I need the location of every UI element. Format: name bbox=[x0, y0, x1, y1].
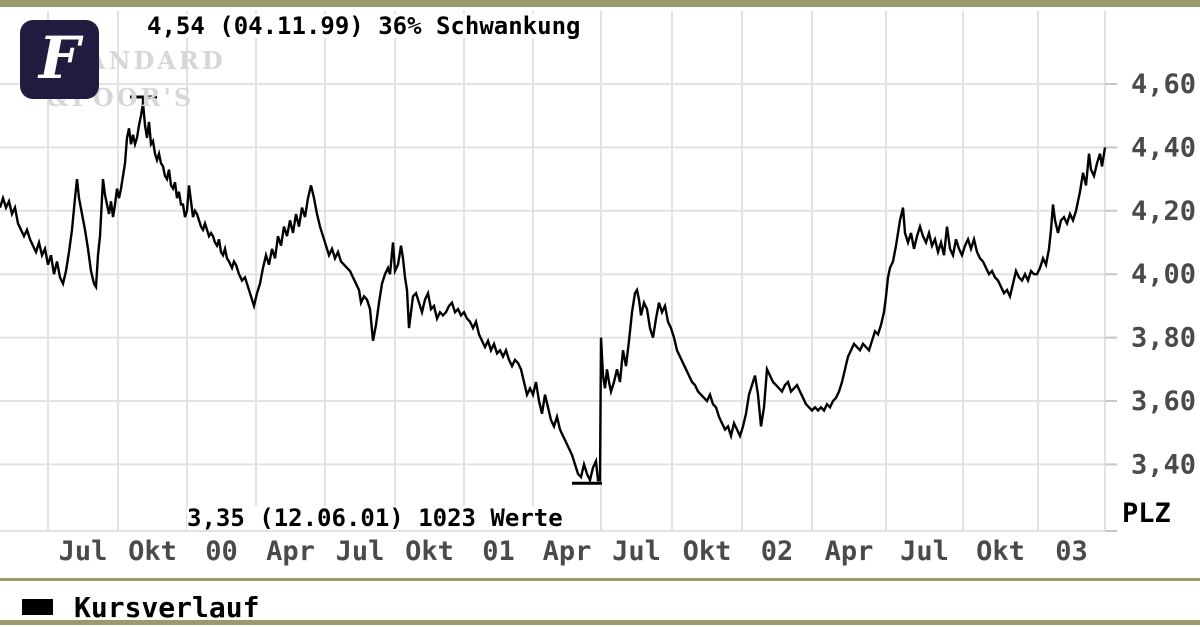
y-axis-label: 4,20 bbox=[1131, 196, 1196, 227]
y-axis-label: 3,80 bbox=[1131, 323, 1196, 354]
series bbox=[0, 95, 1107, 485]
x-axis-label: Apr bbox=[266, 536, 315, 567]
price-line bbox=[0, 102, 1107, 484]
y-axis-label: 3,40 bbox=[1131, 449, 1196, 480]
max-annotation: 4,54 (04.11.99) 36% Schwankung bbox=[147, 12, 581, 40]
x-axis-label: Apr bbox=[543, 536, 592, 567]
grid bbox=[0, 11, 1106, 532]
x-axis-label: Okt bbox=[683, 536, 732, 567]
y-axis-label: 4,00 bbox=[1131, 259, 1196, 290]
legend-top-divider bbox=[0, 578, 1200, 581]
x-axis-label: Okt bbox=[405, 536, 454, 567]
x-axis-label: Apr bbox=[825, 536, 874, 567]
x-axis-label: Jul bbox=[612, 536, 661, 567]
x-axis-label: Okt bbox=[976, 536, 1025, 567]
axes: 4,60 4,40 4,20 4,00 3,80 3,60 3,40 Jul Okt 00 Apr J… bbox=[59, 69, 1196, 567]
legend-marker bbox=[22, 599, 53, 615]
y-axis-label: 4,40 bbox=[1131, 132, 1196, 163]
legend-label: Kursverlauf bbox=[74, 591, 260, 624]
bottom-divider bbox=[0, 620, 1200, 625]
top-divider bbox=[0, 0, 1200, 7]
x-axis-label: 00 bbox=[205, 536, 238, 567]
x-axis-label: Okt bbox=[128, 536, 177, 567]
x-axis-label: 02 bbox=[761, 536, 794, 567]
y-axis-label: 3,60 bbox=[1131, 386, 1196, 417]
x-axis-label: 01 bbox=[482, 536, 515, 567]
faz-logo: F bbox=[20, 20, 99, 99]
x-axis-label: Jul bbox=[59, 536, 108, 567]
y-axis-label: 4,60 bbox=[1131, 69, 1196, 100]
x-axis-label: 03 bbox=[1055, 536, 1088, 567]
x-axis-label: Jul bbox=[336, 536, 385, 567]
x-axis-label: Jul bbox=[900, 536, 949, 567]
currency-unit-label: PLZ bbox=[1122, 498, 1171, 529]
faz-logo-letter: F bbox=[38, 23, 81, 92]
min-annotation: 3,35 (12.06.01) 1023 Werte bbox=[187, 504, 563, 532]
